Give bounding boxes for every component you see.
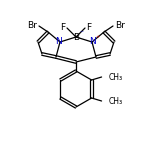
Text: ⁺: ⁺ [95,33,99,43]
Text: CH₃: CH₃ [109,97,123,105]
Text: Br: Br [27,21,37,29]
Text: N: N [90,38,96,47]
Text: F: F [86,22,92,31]
Text: N: N [56,38,62,47]
Text: B: B [73,33,79,41]
Text: F: F [60,22,66,31]
Text: CH₃: CH₃ [109,73,123,81]
Text: Br: Br [115,21,125,29]
Text: ⁻: ⁻ [79,29,83,38]
